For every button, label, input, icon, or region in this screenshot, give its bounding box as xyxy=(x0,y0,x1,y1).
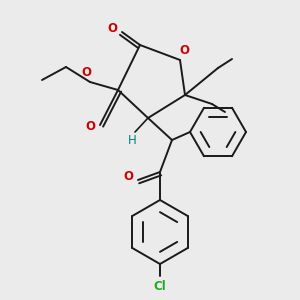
Text: Cl: Cl xyxy=(154,280,166,292)
Text: H: H xyxy=(128,134,136,146)
Text: O: O xyxy=(107,22,117,34)
Text: O: O xyxy=(179,44,189,58)
Text: O: O xyxy=(85,121,95,134)
Text: O: O xyxy=(81,67,91,80)
Text: O: O xyxy=(123,169,133,182)
